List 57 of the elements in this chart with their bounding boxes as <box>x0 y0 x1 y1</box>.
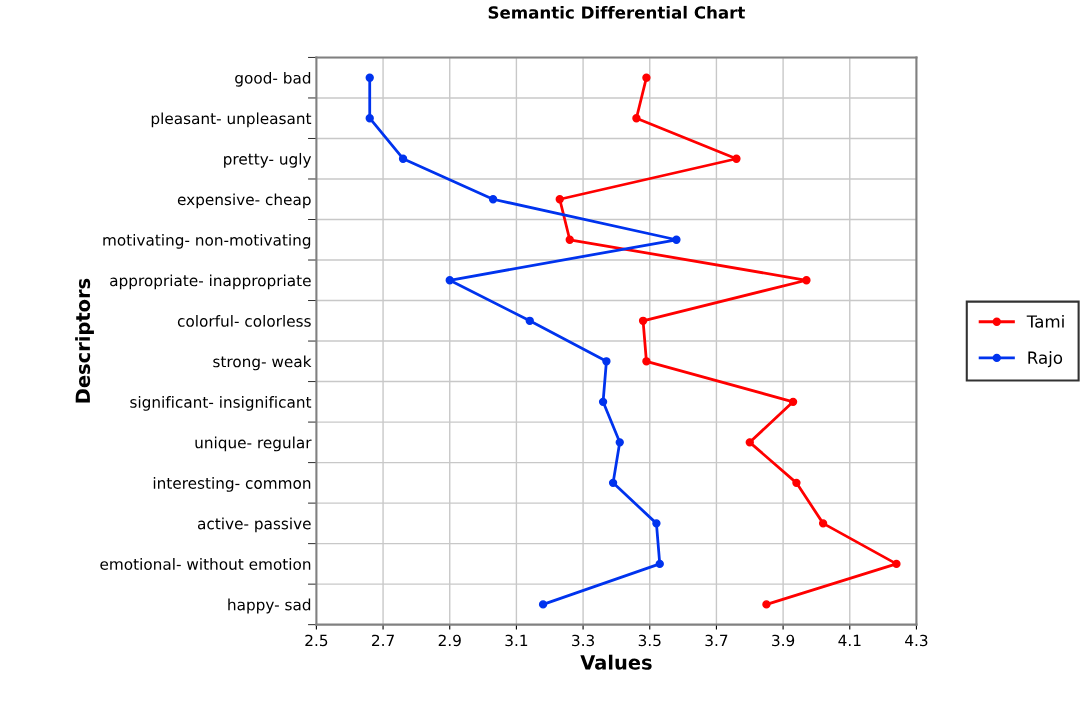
y-tick-label: active- passive <box>197 517 311 533</box>
x-tick-label: 4.1 <box>838 634 861 646</box>
point <box>608 478 618 488</box>
y-tick-label: emotional- without emotion <box>100 558 311 570</box>
point <box>642 357 651 366</box>
y-axis-title: Descriptors <box>75 278 94 403</box>
y-tick-label: expensive- cheap <box>177 193 311 209</box>
x-tick-label: 2.9 <box>438 634 461 647</box>
point <box>732 154 741 163</box>
point <box>745 438 754 447</box>
point <box>672 235 681 244</box>
x-tick-label: 3.7 <box>705 634 728 647</box>
point <box>638 316 648 325</box>
point <box>555 195 564 204</box>
point <box>792 478 801 488</box>
y-tick-label: happy- sad <box>228 598 311 614</box>
point <box>615 438 624 447</box>
point <box>538 600 548 609</box>
x-tick-label: 2.5 <box>305 634 328 647</box>
y-tick-label: unique- regular <box>195 436 312 452</box>
point <box>642 73 651 82</box>
x-tick-label: 3.9 <box>772 634 795 647</box>
point <box>598 397 608 406</box>
y-tick-label: interesting- common <box>153 477 311 492</box>
y-tick-label: good- bad <box>235 71 311 87</box>
point <box>365 73 374 82</box>
legend-label: Rajo <box>1028 351 1063 368</box>
x-axis-title: Values <box>580 654 652 670</box>
point <box>365 114 374 123</box>
x-tick-label: 3.3 <box>572 634 594 647</box>
point <box>398 154 408 163</box>
x-tick-label: 4.3 <box>905 634 928 647</box>
point <box>488 195 498 204</box>
y-tick-label: strong- weak <box>213 355 312 371</box>
point <box>892 559 901 569</box>
point <box>565 235 574 244</box>
x-tick-label: 3.5 <box>638 634 661 647</box>
point <box>445 276 454 285</box>
chart-title: Semantic Differential Chart <box>488 5 745 19</box>
x-tick-label: 3.1 <box>505 634 528 647</box>
y-tick-label: pleasant- unpleasant <box>151 112 312 128</box>
point <box>602 357 611 366</box>
point <box>802 276 811 285</box>
point <box>818 519 828 528</box>
legend-label: Tami <box>1026 314 1064 328</box>
point <box>788 397 798 406</box>
y-tick-label: pretty- ugly <box>224 152 312 168</box>
y-tick-label: motivating- non-motivating <box>103 233 311 249</box>
y-tick-label: significant- insignificant <box>130 396 312 411</box>
point <box>632 114 641 123</box>
point <box>652 519 661 528</box>
y-tick-label: colorful- colorless <box>177 314 311 327</box>
point <box>762 600 771 609</box>
x-tick-label: 2.7 <box>372 634 394 646</box>
point <box>525 316 534 325</box>
point <box>655 559 664 569</box>
y-tick-label: appropriate- inappropriate <box>110 274 311 290</box>
